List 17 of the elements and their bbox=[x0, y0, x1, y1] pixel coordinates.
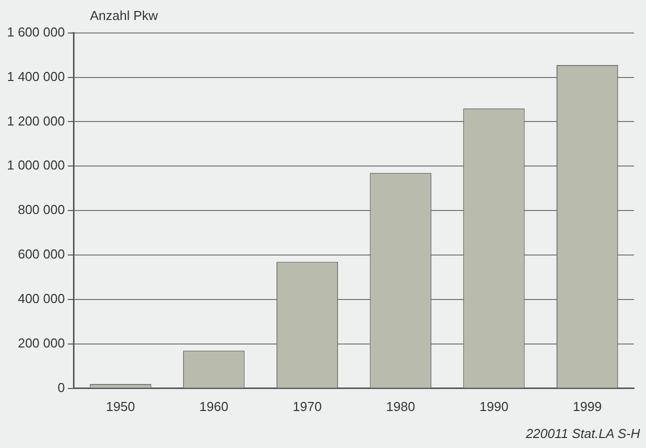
y-tick-label: 400 000 bbox=[18, 291, 65, 306]
x-tick-label: 1950 bbox=[106, 398, 135, 414]
y-tick-label: 800 000 bbox=[18, 202, 65, 218]
y-tick-label: 1 600 000 bbox=[6, 24, 65, 40]
x-tick-label: 1980 bbox=[386, 398, 416, 414]
y-axis-title: Anzahl Pkw bbox=[90, 8, 158, 23]
y-tick-label: 0 bbox=[58, 380, 65, 395]
y-tick-label: 200 000 bbox=[18, 336, 65, 351]
x-tick-label: 1960 bbox=[199, 398, 228, 414]
y-tick-label: 1 000 000 bbox=[6, 158, 65, 173]
y-tick-label: 1 200 000 bbox=[6, 113, 65, 128]
text: 220011 Stat.LA S-H bbox=[526, 426, 640, 441]
y-tick-label: 600 000 bbox=[18, 246, 65, 262]
x-tick-label: 1999 bbox=[572, 398, 602, 414]
x-tick-label: 1990 bbox=[479, 398, 508, 414]
x-tick-label: 1970 bbox=[292, 398, 322, 414]
y-tick-label: 1 400 000 bbox=[6, 68, 65, 84]
